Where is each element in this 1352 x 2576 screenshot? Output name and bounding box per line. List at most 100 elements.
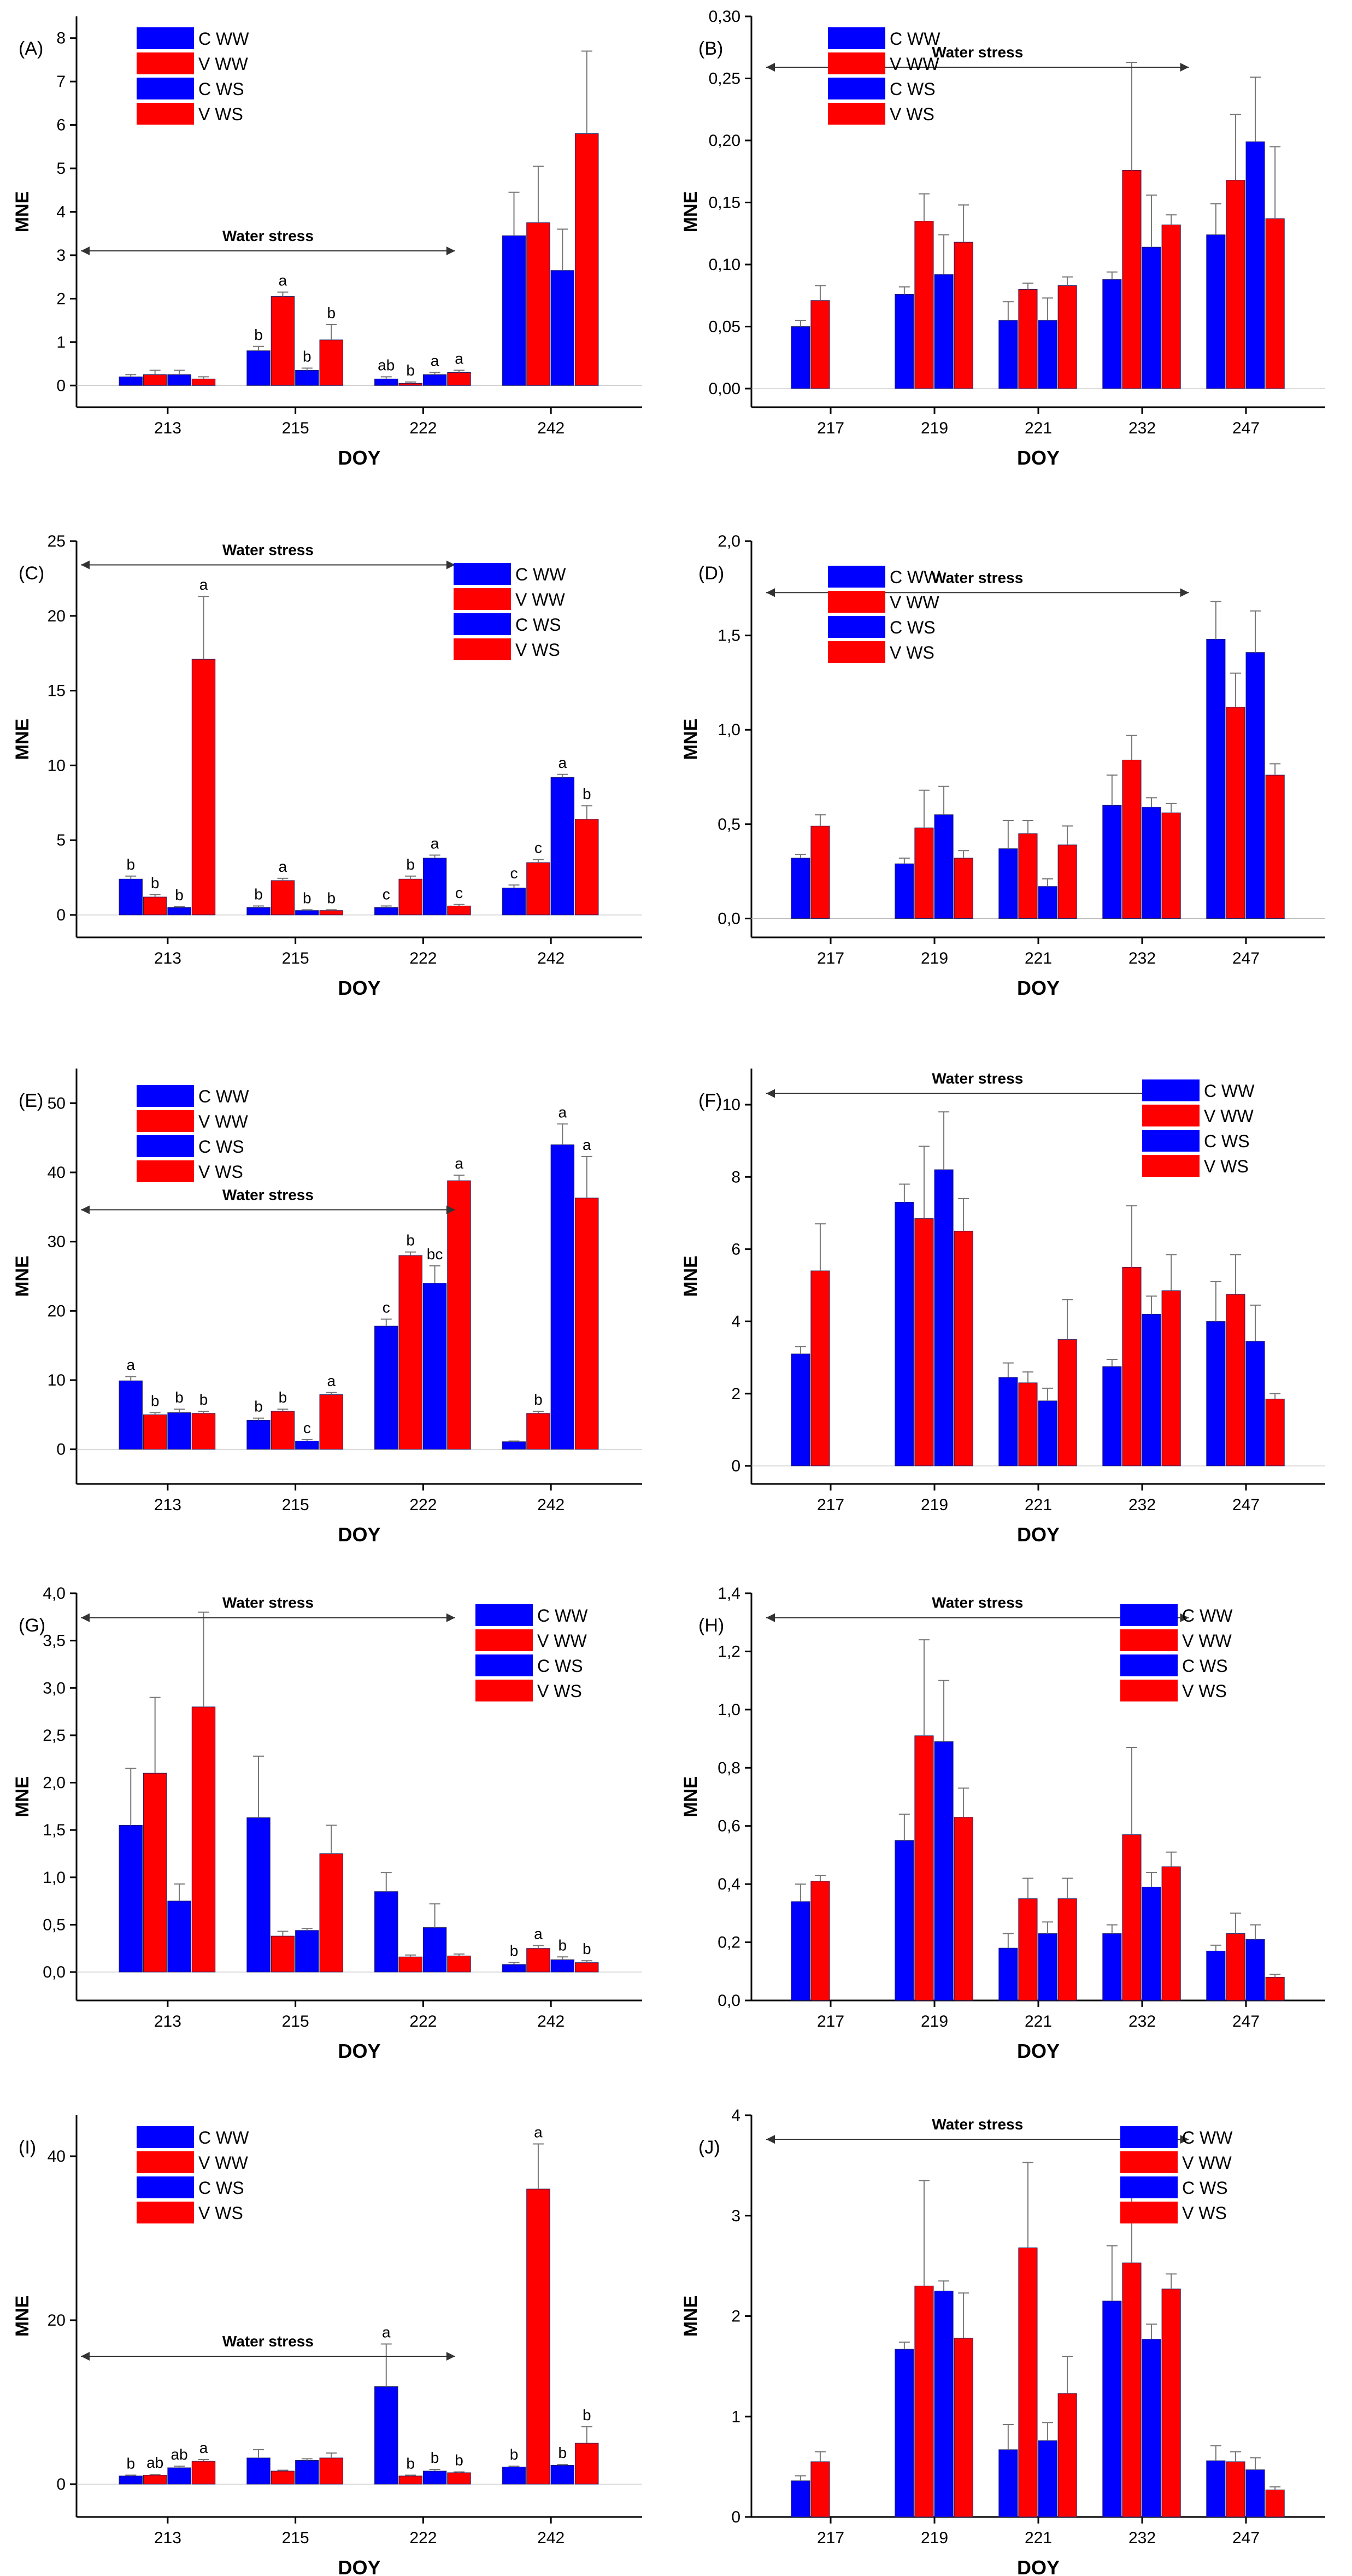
y-axis-title-b: MNE [680,191,701,233]
bar-h-c-ww-219 [895,1840,914,2001]
legend-label-g: V WS [537,1681,582,1701]
y-tick-label-c: 20 [48,607,66,625]
y-tick-label-c: 15 [48,682,66,700]
bar-c-v-ws-215 [319,910,343,916]
legend-swatch-e [137,1160,194,1182]
legend-label-i: C WW [198,2128,249,2147]
bar-b-c-ws-219 [934,274,954,389]
water-stress-label-j: Water stress [932,2116,1023,2133]
bar-g-c-ww-242 [502,1964,526,1973]
x-tick-label-b-217: 217 [817,419,844,437]
chart-panel-b: (B) 0,00 0,05 0,10 0,15 0,20 0,25 0,30 MNE DOY 217… [680,8,1325,469]
bar-g-v-ws-222 [447,1956,471,1973]
bar-d-c-ww-221 [998,848,1018,919]
x-tick-label-e-222: 222 [409,1496,437,1514]
bar-e-v-ws-242 [575,1198,599,1450]
legend-label-c: V WS [515,640,560,660]
x-tick-label-f-232: 232 [1128,1496,1156,1514]
bar-a-v-ws-215 [319,339,343,386]
significance-letter-e: bc [427,1246,443,1263]
significance-letter-c: c [455,884,463,901]
x-tick-label-h-221: 221 [1025,2012,1052,2031]
x-axis-title-j: DOY [1017,2556,1060,2576]
legend-label-j: V WS [1182,2203,1227,2223]
legend-e: C WW V WW C WS V WS [137,1085,249,1182]
bar-j-v-ww-219 [914,2285,934,2518]
chart-panel-f: (F) 0 2 4 6 8 10 MNE DOY 217 219 221 232 247 Water str… [680,1069,1325,1546]
bar-b-v-ww-219 [914,221,934,389]
y-tick-label-c: 10 [48,756,66,774]
bar-b-v-ws-232 [1161,224,1181,389]
legend-label-h: V WS [1182,1681,1227,1701]
bar-i-v-ww-242 [526,2188,550,2485]
bar-e-v-ww-213 [143,1414,167,1450]
bar-c-v-ww-222 [398,878,422,916]
bar-d-v-ws-219 [954,858,973,919]
x-tick-label-f-221: 221 [1025,1496,1052,1514]
bar-c-c-ww-242 [502,888,526,916]
y-tick-label-g: 0,0 [43,1963,66,1981]
significance-letter-i: a [199,2439,208,2456]
bar-b-v-ww-221 [1018,289,1038,389]
x-axis-title-i: DOY [338,2556,380,2576]
y-tick-label-e: 20 [48,1302,66,1320]
bar-e-v-ww-242 [526,1413,550,1450]
water-stress-label-a: Water stress [222,227,314,244]
legend-label-g: C WS [537,1656,583,1676]
bar-c-c-ws-213 [167,907,191,916]
legend-label-e: V WW [198,1112,248,1131]
bar-i-v-ws-213 [191,2461,216,2485]
y-tick-label-d: 0,0 [718,909,740,928]
bar-j-c-ww-217 [791,2480,810,2518]
bar-h-c-ws-247 [1245,1939,1265,2001]
significance-letter-e: b [534,1391,543,1408]
arrow-head-left-i [81,2352,90,2361]
bar-h-v-ww-221 [1018,1898,1038,2001]
bar-a-v-ws-222 [447,372,471,386]
legend-label-c: C WW [515,565,566,584]
legend-label-c: C WS [515,615,561,635]
legend-swatch-a [137,78,194,99]
water-stress-annotation-e: Water stress [81,1186,455,1214]
arrow-head-left-e [81,1205,90,1214]
water-stress-label-f: Water stress [932,1070,1023,1087]
bar-f-c-ws-221 [1038,1400,1057,1466]
bar-j-c-ws-221 [1038,2440,1057,2518]
significance-letter-a: b [327,304,336,321]
x-tick-label-b-219: 219 [921,419,948,437]
bar-e-c-ww-242 [502,1441,526,1450]
legend-label-e: C WS [198,1137,244,1157]
significance-letter-i: b [126,2455,135,2472]
arrow-head-right-c [446,560,455,570]
y-tick-label-c: 5 [56,831,66,849]
significance-letter-e: b [175,1389,184,1406]
bar-e-v-ws-215 [319,1394,343,1450]
legend-f: C WW V WW C WS V WS [1142,1079,1255,1177]
x-tick-label-j-247: 247 [1232,2529,1260,2547]
arrow-head-right-b [1180,62,1189,72]
y-tick-label-h: 1,4 [718,1585,740,1603]
legend-c: C WW V WW C WS V WS [454,563,566,660]
x-tick-label-a-222: 222 [409,419,437,437]
x-axis-title-h: DOY [1017,2040,1060,2062]
bar-g-c-ws-215 [295,1930,319,1973]
arrow-head-right-i [446,2352,455,2361]
y-axis-title-e: MNE [12,1255,33,1297]
bar-i-v-ww-215 [271,2471,295,2485]
bar-i-c-ws-242 [550,2465,575,2485]
x-axis-title-c: DOY [338,977,380,999]
bar-e-v-ws-222 [447,1180,471,1450]
bar-a-c-ww-222 [374,378,398,386]
significance-letter-c: c [510,865,518,882]
bar-b-c-ww-219 [895,294,914,389]
x-tick-label-d-247: 247 [1232,949,1260,967]
bar-c-v-ww-213 [143,896,167,916]
x-tick-label-d-232: 232 [1128,949,1156,967]
panel-label-g: (G) [19,1615,45,1636]
panel-label-h: (H) [698,1615,724,1636]
significance-letter-e: a [583,1136,591,1153]
x-tick-label-e-213: 213 [154,1496,181,1514]
bar-d-c-ww-232 [1102,805,1122,919]
bar-g-c-ws-222 [422,1927,447,1973]
